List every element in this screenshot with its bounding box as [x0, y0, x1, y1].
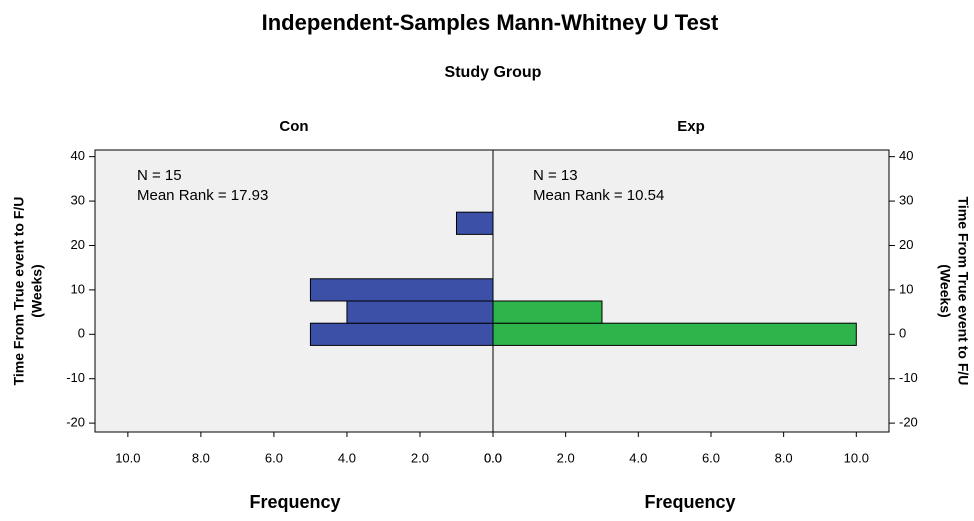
- y-tick-label: 40: [899, 148, 913, 163]
- x-tick-label: 6.0: [265, 450, 283, 465]
- y-tick-label: 20: [71, 237, 85, 252]
- annotation: Mean Rank = 10.54: [533, 187, 664, 204]
- x-axis-label: Frequency: [249, 492, 340, 512]
- y-tick-label: 30: [899, 193, 913, 208]
- x-tick-label: 0.0: [484, 450, 502, 465]
- x-tick-label: 2.0: [557, 450, 575, 465]
- bar: [455, 211, 494, 235]
- annotation: Mean Rank = 17.93: [137, 187, 268, 204]
- x-tick-label: 2.0: [411, 450, 429, 465]
- bar: [309, 278, 494, 302]
- chart-subtitle: Study Group: [445, 64, 542, 81]
- y-tick-label: 40: [71, 148, 85, 163]
- bar: [309, 322, 494, 346]
- panel-label: Exp: [677, 118, 705, 135]
- y-tick-label: 30: [71, 193, 85, 208]
- y-tick-label: -20: [899, 415, 918, 430]
- y-tick-label: -10: [899, 370, 918, 385]
- chart-title: Independent-Samples Mann-Whitney U Test: [262, 10, 719, 35]
- y-tick-label: 10: [899, 281, 913, 296]
- y-tick-label: -10: [66, 370, 85, 385]
- x-tick-label: 8.0: [192, 450, 210, 465]
- x-tick-label: 10.0: [115, 450, 140, 465]
- x-tick-label: 10.0: [844, 450, 869, 465]
- plot-border: [94, 149, 890, 433]
- x-tick-label: 8.0: [775, 450, 793, 465]
- y-tick-label: 10: [71, 281, 85, 296]
- bar: [492, 300, 603, 324]
- bar: [492, 322, 857, 346]
- x-tick-label: 4.0: [629, 450, 647, 465]
- y-axis-label: Time From True event to F/U: [955, 197, 971, 386]
- bar: [346, 300, 494, 324]
- y-tick-label: 0: [78, 326, 85, 341]
- y-axis-label: (Weeks): [937, 264, 953, 317]
- x-tick-label: 6.0: [702, 450, 720, 465]
- y-tick-label: -20: [66, 415, 85, 430]
- annotation: N = 13: [533, 167, 578, 184]
- y-tick-label: 20: [899, 237, 913, 252]
- x-tick-label: 0.0: [484, 450, 502, 465]
- panel-label: Con: [279, 118, 308, 135]
- y-axis-label: Time From True event to F/U: [11, 197, 27, 386]
- x-axis-label: Frequency: [644, 492, 735, 512]
- y-tick-label: 0: [899, 326, 906, 341]
- x-tick-label: 4.0: [338, 450, 356, 465]
- annotation: N = 15: [137, 167, 182, 184]
- y-axis-label: (Weeks): [29, 264, 45, 317]
